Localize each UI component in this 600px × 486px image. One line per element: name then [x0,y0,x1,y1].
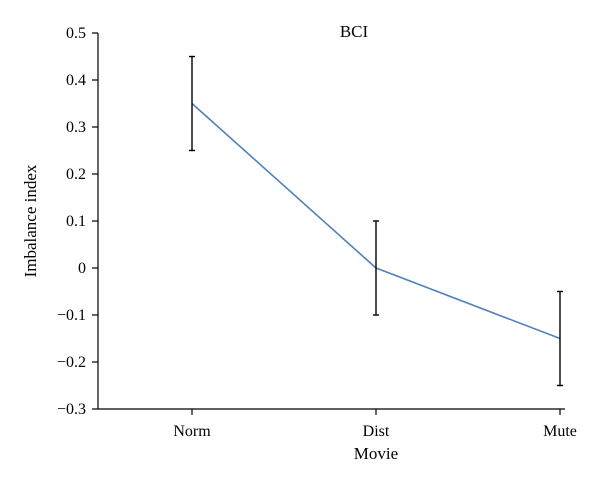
y-tick-label: −0.1 [57,307,86,324]
y-axis-title: Imbalance index [21,164,40,277]
y-tick-label: 0.5 [66,25,86,42]
x-axis: Norm Dist Mute [98,408,577,440]
y-tick-label: 0 [78,260,86,277]
y-tick-label: −0.2 [57,354,86,371]
x-tick-label: Norm [173,423,211,440]
y-axis: 0.5 0.4 0.3 0.2 0.1 0 −0.1 −0.2 −0.3 [57,25,99,418]
x-tick-label: Mute [543,423,577,440]
x-tick-label: Dist [363,423,390,440]
y-tick-label: 0.3 [66,119,86,136]
chart-title: BCI [340,22,369,41]
y-tick-label: 0.1 [66,213,86,230]
y-tick-label: 0.2 [66,166,86,183]
y-tick-label: −0.3 [57,401,86,418]
x-axis-title: Movie [354,444,398,463]
series-group [189,55,563,387]
y-tick-label: 0.4 [66,72,86,89]
